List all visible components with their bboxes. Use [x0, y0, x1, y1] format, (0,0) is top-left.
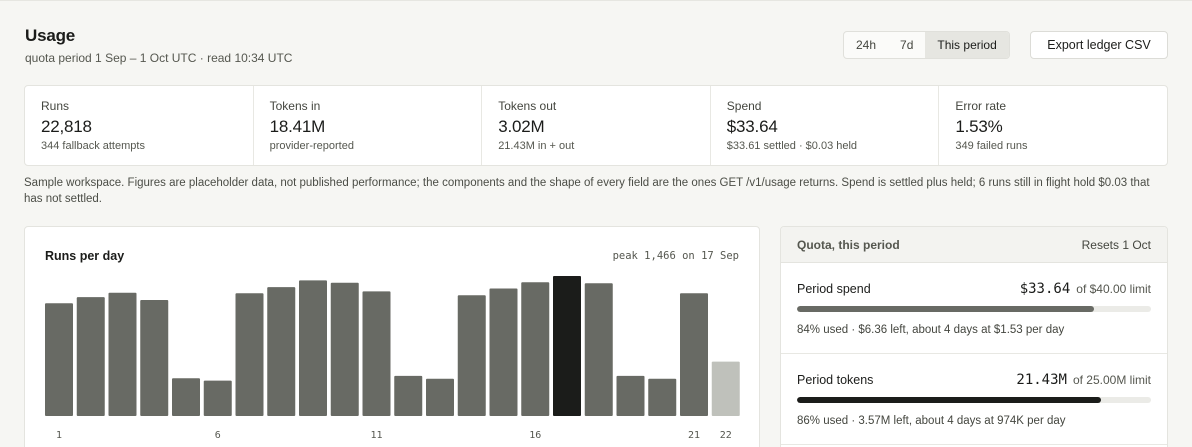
range-tab-this-period[interactable]: This period — [925, 32, 1009, 58]
kpi-runs: Runs 22,818 344 fallback attempts — [25, 86, 254, 165]
bar-day-20 — [648, 378, 677, 416]
quota-progress-bar — [797, 397, 1151, 403]
quota-progress-fill — [797, 306, 1095, 312]
bar-day-11 — [362, 291, 391, 416]
page-title: Usage — [25, 26, 76, 45]
kpi-error-rate: Error rate 1.53% 349 failed runs — [939, 86, 1167, 165]
sample-data-note: Sample workspace. Figures are placeholde… — [24, 177, 1150, 205]
bar-day-6 — [203, 380, 232, 416]
kpi-value: 18.41M — [269, 117, 326, 136]
kpi-sub: 344 fallback attempts — [41, 140, 145, 152]
x-tick-label: 11 — [370, 430, 382, 441]
quota-progress-fill — [797, 397, 1102, 403]
bar-day-7 — [235, 293, 264, 416]
quota-title: Quota, this period — [797, 237, 900, 252]
quota-period-spend: Period spend $33.64 of $40.00 limit 84% … — [781, 263, 1167, 354]
quota-amount: 21.43M — [1016, 372, 1067, 388]
range-tab-24h[interactable]: 24h — [856, 38, 877, 52]
kpi-sub: 21.43M in + out — [498, 140, 575, 152]
range-selector: 24h 7d This period — [843, 31, 1010, 59]
bar-day-17 — [553, 276, 581, 416]
quota-period-tokens: Period tokens 21.43M of 25.00M limit 86%… — [781, 354, 1167, 445]
quota-header: Quota, this period Resets 1 Oct — [781, 227, 1167, 263]
bar-day-8 — [267, 287, 296, 416]
x-tick-label: 22 — [720, 430, 732, 441]
chart-title: Runs per day — [45, 249, 125, 263]
quota-card: Quota, this period Resets 1 Oct Period s… — [780, 226, 1168, 447]
quota-limit: of $40.00 limit — [1076, 282, 1151, 296]
quota-resets: Resets 1 Oct — [1081, 237, 1151, 252]
kpi-sub: provider-reported — [269, 140, 354, 152]
kpi-spend: Spend $33.64 $33.61 settled · $0.03 held — [711, 86, 940, 165]
kpi-label: Error rate — [955, 99, 1007, 113]
bar-day-14 — [457, 295, 486, 416]
kpi-label: Runs — [41, 99, 70, 113]
bar-day-12 — [394, 375, 423, 416]
bar-day-22 — [711, 361, 740, 416]
x-tick-label: 21 — [688, 430, 700, 441]
chart-peak-label: peak 1,466 on 17 Sep — [612, 250, 739, 262]
quota-progress-bar — [797, 306, 1151, 312]
quota-limit: of 25.00M limit — [1072, 373, 1151, 387]
kpi-value: $33.64 — [726, 117, 778, 136]
quota-detail: 86% used · 3.57M left, about 4 days at 9… — [797, 415, 1066, 427]
kpi-value: 1.53% — [955, 117, 1003, 136]
page-header: Usage quota period 1 Sep – 1 Oct UTC · r… — [25, 26, 292, 65]
top-divider — [0, 0, 1192, 1]
bar-day-5 — [172, 378, 200, 416]
kpi-value: 3.02M — [498, 117, 545, 136]
export-ledger-csv-button[interactable]: Export ledger CSV — [1030, 31, 1168, 59]
bar-day-19 — [616, 375, 645, 416]
bar-day-2 — [76, 297, 105, 416]
bar-day-10 — [330, 282, 359, 416]
quota-detail: 84% used · $6.36 left, about 4 days at $… — [797, 324, 1065, 336]
bar-day-1 — [45, 303, 73, 416]
page-subtitle: quota period 1 Sep – 1 Oct UTC · read 10… — [25, 51, 293, 65]
bar-day-4 — [140, 299, 169, 416]
kpi-label: Tokens out — [498, 99, 557, 113]
bar-day-16 — [521, 282, 550, 416]
bar-day-9 — [299, 280, 327, 416]
quota-label: Period spend — [797, 282, 871, 296]
x-tick-label: 16 — [529, 430, 541, 441]
kpi-sub: 349 failed runs — [955, 140, 1028, 152]
bar-day-18 — [584, 283, 613, 416]
kpi-tokens-out: Tokens out 3.02M 21.43M in + out — [482, 86, 711, 165]
kpi-value: 22,818 — [41, 117, 92, 136]
x-tick-label: 6 — [215, 430, 221, 441]
kpi-sub: $33.61 settled · $0.03 held — [726, 140, 858, 152]
runs-per-day-chart: 1 6 11 16 21 22 — [45, 276, 740, 441]
runs-per-day-card: 1 6 11 16 21 22 Runs per day peak 1,466 on 17… — [24, 226, 760, 447]
bar-day-21 — [680, 293, 708, 416]
bar-day-15 — [489, 288, 518, 416]
quota-label: Period tokens — [797, 373, 874, 387]
bar-day-3 — [108, 292, 137, 416]
kpi-strip: Runs 22,818 344 fallback attempts Tokens… — [24, 85, 1168, 166]
x-tick-label: 1 — [56, 430, 62, 441]
kpi-label: Tokens in — [269, 99, 321, 113]
bar-day-13 — [426, 378, 454, 416]
kpi-label: Spend — [726, 99, 762, 113]
kpi-tokens-in: Tokens in 18.41M provider-reported — [254, 86, 483, 165]
range-tab-7d[interactable]: 7d — [900, 38, 914, 52]
quota-amount: $33.64 — [1019, 281, 1071, 297]
